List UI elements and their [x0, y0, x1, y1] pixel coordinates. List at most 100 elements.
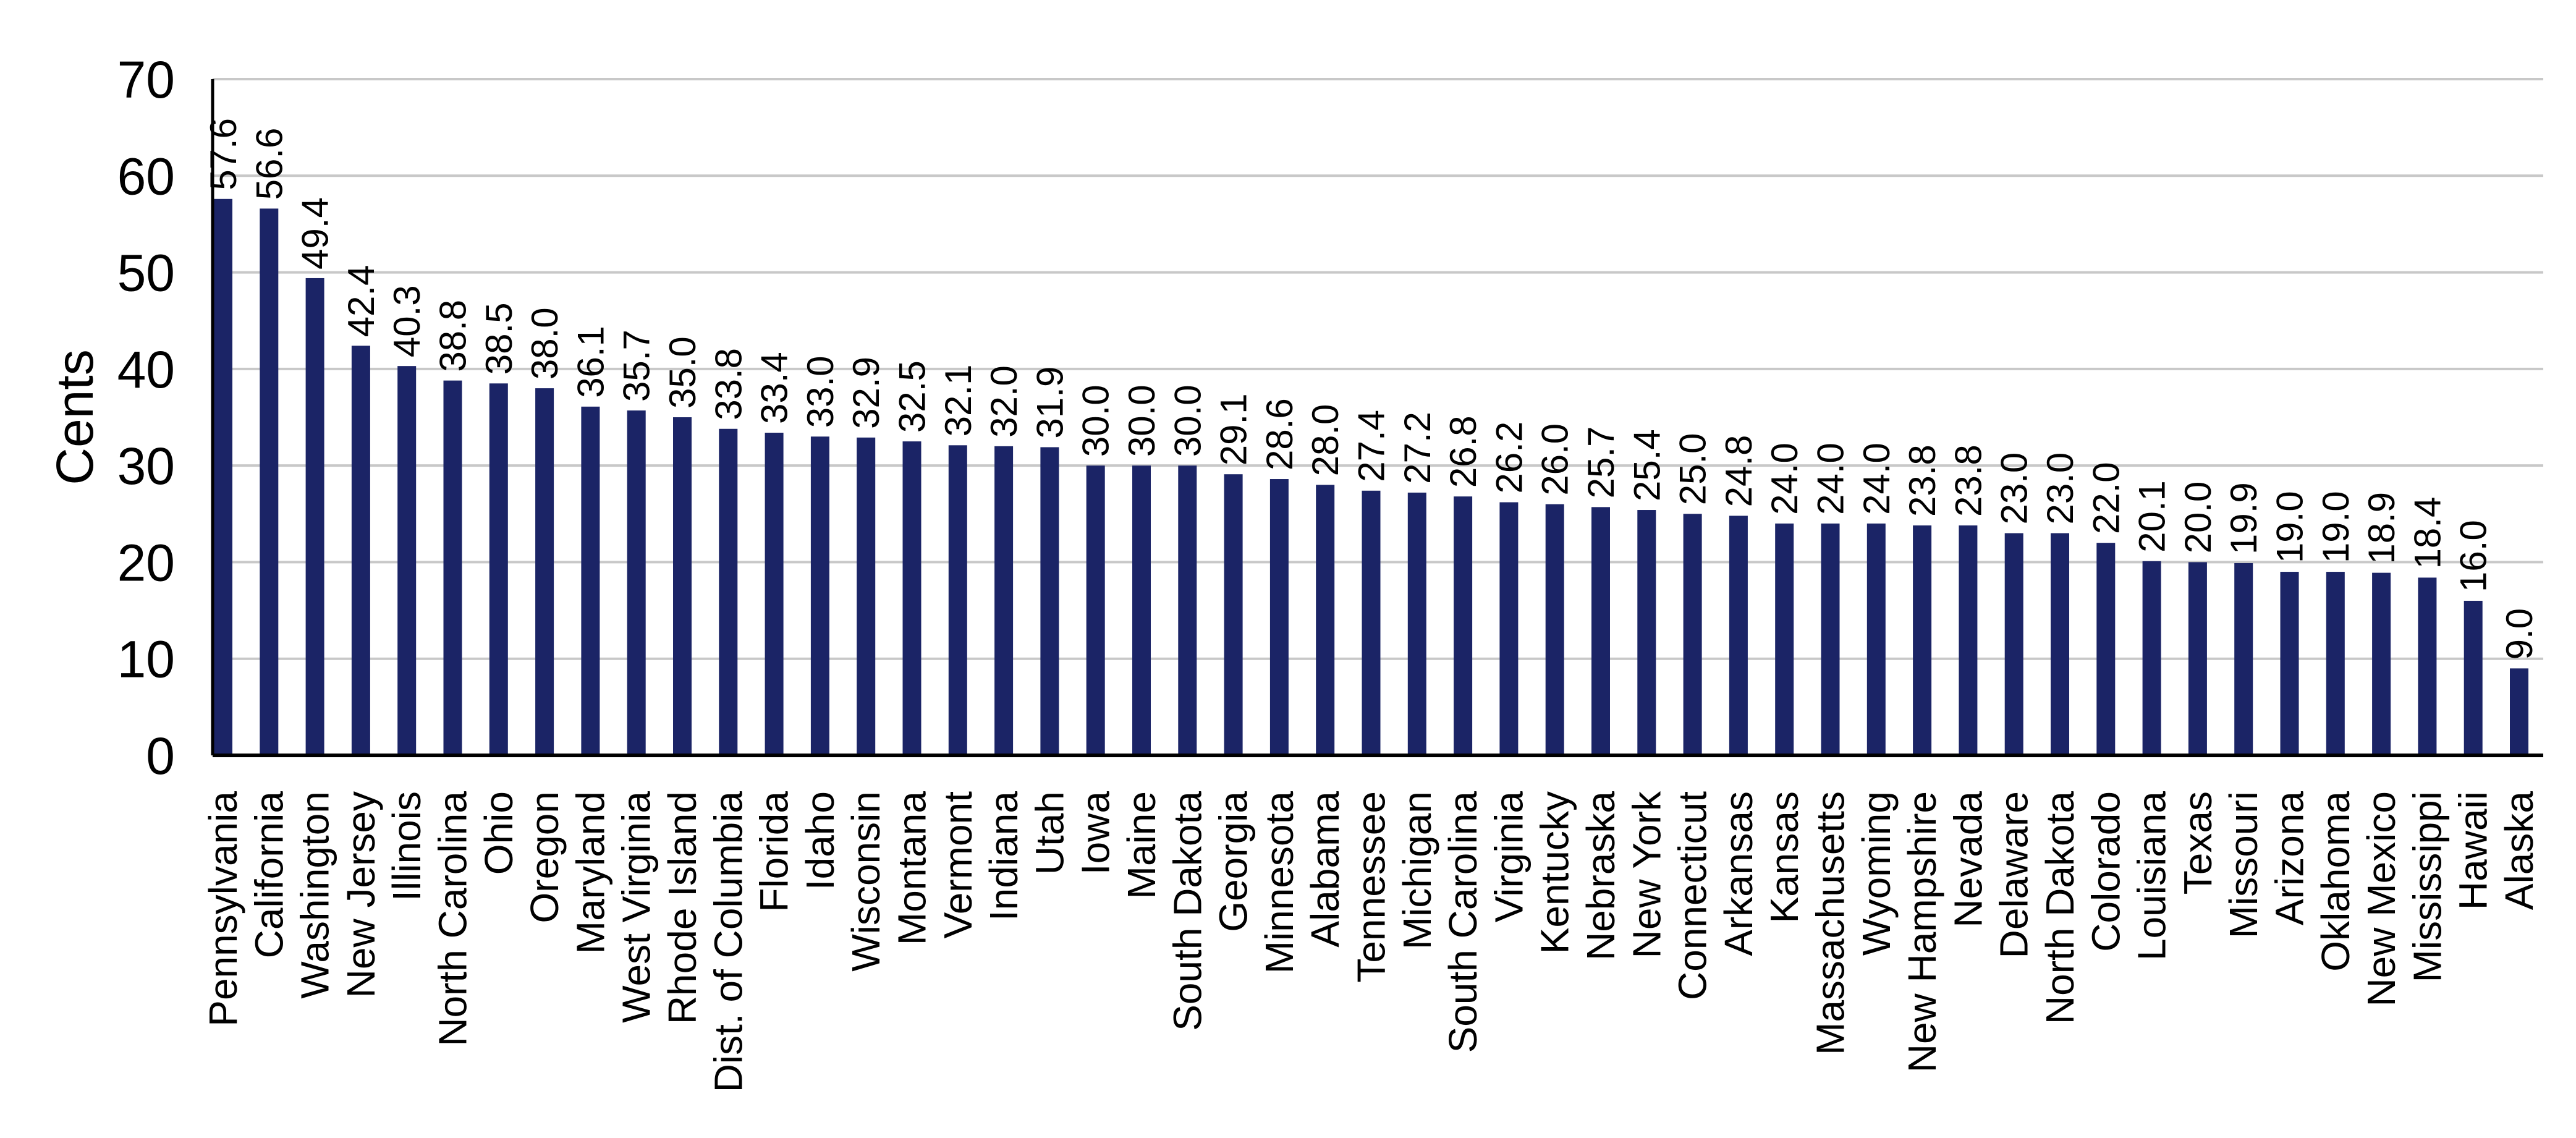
bar: [1407, 492, 1426, 755]
bar-value-label: 23.0: [2040, 452, 2081, 525]
bar-value-label: 33.0: [800, 355, 841, 428]
x-tick-label: South Dakota: [1165, 791, 1210, 1031]
bar-value-label: 42.4: [341, 265, 382, 338]
bar: [948, 445, 967, 755]
bar-value-label: 32.9: [845, 357, 887, 429]
x-tick-label: Delaware: [1992, 791, 2036, 958]
x-tick-label: Illinois: [384, 791, 429, 901]
bar-value-label: 16.0: [2453, 520, 2494, 592]
x-tick-label: Colorado: [2083, 791, 2128, 952]
bar-value-label: 38.8: [433, 300, 474, 372]
bar: [1729, 516, 1748, 755]
bar-value-label: 22.0: [2085, 462, 2127, 534]
x-tick-label: Georgia: [1211, 791, 1256, 932]
bar-value-label: 28.0: [1305, 404, 1346, 477]
bar: [1499, 502, 1519, 755]
x-tick-labels: Pennsylvania California Washington New Jers…: [201, 791, 2541, 1092]
bar: [627, 410, 646, 755]
x-tick-label: Indiana: [981, 791, 1026, 921]
bar-value-label: 20.0: [2177, 482, 2219, 554]
bar-value-label: 26.8: [1443, 415, 1484, 488]
x-tick-label: Montana: [890, 791, 934, 945]
bar-value-label: 19.9: [2223, 482, 2265, 554]
bar: [1866, 523, 1886, 755]
y-axis-title: Cents: [46, 349, 104, 485]
x-tick-label: Iowa: [1074, 791, 1118, 875]
bar: [994, 446, 1014, 755]
x-tick-label: Washington: [293, 791, 337, 999]
bar: [2280, 572, 2299, 755]
bar: [1040, 447, 1059, 755]
x-tick-label: New Hampshire: [1900, 791, 1944, 1072]
x-tick-label: Alaska: [2497, 791, 2541, 911]
bar: [1683, 514, 1702, 755]
x-tick-label: Maryland: [568, 791, 612, 954]
bar: [2004, 533, 2023, 755]
y-tick-labels: 0 10 20 30 40 50 60 70: [117, 51, 175, 785]
x-tick-label: Utah: [1027, 791, 1072, 875]
bar: [2372, 572, 2391, 755]
bar-value-label: 27.2: [1397, 412, 1438, 484]
bar-value-label: 19.0: [2315, 491, 2357, 563]
bar: [581, 406, 600, 755]
x-tick-label: Kentucky: [1533, 791, 1577, 954]
x-tick-label: New York: [1624, 791, 1669, 958]
bar: [2096, 543, 2116, 755]
bar-value-label: 23.8: [1902, 444, 1943, 517]
x-tick-label: Arkansas: [1716, 791, 1761, 956]
bar-value-label: 9.0: [2499, 608, 2540, 660]
bar: [2142, 561, 2161, 755]
bar-value-label: 23.8: [1947, 444, 1989, 517]
bar-value-label: 23.0: [1994, 452, 2035, 525]
bar-value-label: 32.0: [983, 365, 1025, 438]
bar-value-label: 26.2: [1488, 422, 1530, 494]
bar-value-label: 30.0: [1167, 384, 1208, 457]
y-tick-label: 30: [117, 437, 175, 495]
x-tick-label: Florida: [752, 791, 797, 912]
x-tick-label: Oklahoma: [2313, 791, 2358, 972]
bar: [1132, 465, 1151, 755]
bar-value-label: 56.6: [248, 128, 290, 200]
bar-value-label: 57.6: [203, 118, 244, 190]
bar: [1959, 525, 1978, 755]
x-tick-label: Alabama: [1303, 791, 1347, 948]
bar: [1821, 523, 1840, 755]
bar-value-label: 36.1: [570, 326, 611, 398]
bar: [673, 417, 692, 755]
bar: [2188, 562, 2207, 755]
bar-value-label: 35.0: [662, 336, 703, 409]
bar-value-label: 49.4: [295, 197, 336, 270]
bar: [214, 198, 232, 755]
bar-value-labels: 57.6 56.649.442.4 40.3 38.8 38.5 38.0 36.1 35.7…: [203, 118, 2540, 660]
x-tick-label: Maine: [1119, 791, 1164, 899]
x-tick-label: Wisconsin: [844, 791, 888, 972]
x-tick-label: Nebraska: [1578, 791, 1623, 961]
bar: [1545, 504, 1564, 755]
bar-value-label: 38.0: [524, 307, 566, 380]
bar-value-label: 25.4: [1626, 429, 1667, 501]
y-tick-label: 0: [146, 727, 175, 785]
bar: [1913, 525, 1932, 755]
bar: [260, 208, 279, 755]
bar: [305, 278, 324, 755]
bar-value-label: 20.1: [2132, 480, 2173, 553]
bar-value-label: 29.1: [1213, 393, 1255, 465]
bar: [857, 437, 876, 755]
bar: [902, 441, 922, 755]
x-tick-label: Minnesota: [1257, 791, 1302, 974]
bar: [1637, 510, 1656, 755]
bar-value-label: 24.0: [1810, 443, 1852, 515]
x-tick-label: West Virginia: [614, 791, 659, 1023]
bar-value-label: 38.5: [478, 303, 520, 375]
bar-value-label: 40.3: [386, 285, 428, 357]
x-tick-label: Oregon: [522, 791, 567, 923]
x-tick-label: Kansas: [1762, 791, 1807, 923]
x-tick-label: Michigan: [1395, 791, 1439, 949]
x-tick-label: Pennsylvania: [201, 791, 245, 1027]
x-tick-label: Dist. of Columbia: [706, 791, 750, 1093]
bar-value-label: 26.0: [1535, 423, 1576, 496]
bar: [1775, 523, 1794, 755]
bar: [443, 380, 462, 755]
x-tick-label: Missouri: [2221, 791, 2266, 938]
